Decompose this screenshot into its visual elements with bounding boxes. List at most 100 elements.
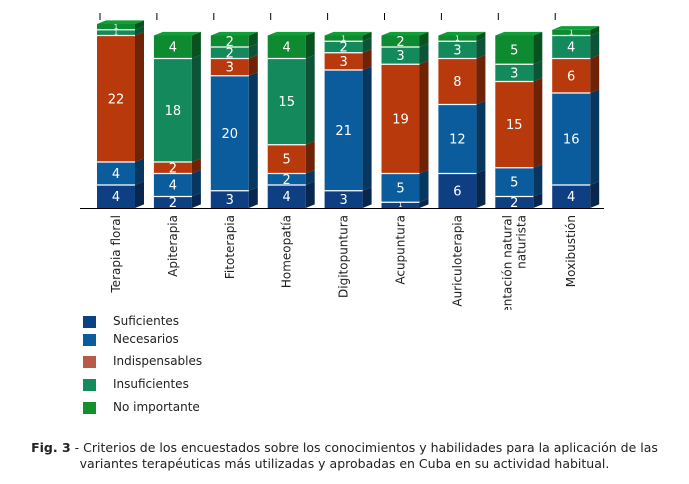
bar-segment-side [476,100,486,174]
bar-segment-side [362,187,372,208]
data-label: 21 [335,124,352,139]
category-label: Homeopatía [280,215,294,288]
data-label: 2 [226,46,234,61]
data-label: 4 [112,190,120,205]
data-label: 2 [226,35,234,50]
data-label: 4 [283,190,291,205]
bar-segment-side [362,31,372,42]
bar-segment [552,185,591,208]
bar-segment-side [533,164,543,197]
bar-segment [97,185,135,208]
bar-top-face [552,26,600,30]
data-label: 1 [455,34,459,42]
bar-segment [438,58,477,105]
category-label: Digitopuntura [337,215,351,298]
bar-top-face [324,31,372,36]
bar-segment-side [305,181,315,208]
bar-segment-side [362,66,372,191]
bar-segment [381,47,420,65]
bar-segment [381,64,420,174]
bar-segment-side [305,169,315,185]
category-label: Auriculoterapia [450,215,464,307]
bar-segment-side [419,198,429,208]
data-label: 19 [392,112,409,127]
bar-segment-side [362,37,372,53]
data-label: 3 [226,193,234,208]
category-label: Moxibustión [564,215,578,287]
legend-label: Necesarios [113,332,179,346]
bar-segment-side [419,60,429,174]
data-label: 3 [396,49,404,64]
bar-segment-side [305,31,315,59]
legend-swatch [83,334,96,346]
bar-segment-side [305,141,315,174]
bar-segment [495,64,534,82]
bar-segment [381,202,420,208]
bar-segment [267,185,306,208]
data-label: 5 [396,181,404,196]
data-label: 4 [567,190,575,205]
category-label: Acupuntura [394,215,408,285]
bar-segment-side [191,169,201,197]
bar-segment-side [135,20,144,30]
bar-segment-side [590,181,600,208]
data-label: 3 [226,61,234,76]
bar-segment-side [590,89,600,185]
data-label: 5 [510,43,518,58]
data-label: 6 [567,69,575,84]
bar-segment-side [305,54,315,145]
legend-label: Suficientes [113,314,180,328]
bar-segment-side [191,192,201,208]
bar-segment [552,58,591,93]
data-label: 2 [169,161,177,176]
bar-segment-side [248,187,258,208]
bar-segment [552,35,591,59]
bar-segment-side [590,31,600,59]
bar-top-face [153,31,201,36]
bar-segment [153,35,192,59]
bar-segment [153,173,192,197]
bar-segment [495,35,534,65]
legend-swatch [83,379,96,391]
bar-top-face [381,31,429,36]
bar-segment [153,196,192,208]
data-label: 2 [339,41,347,56]
bar-segment [267,58,306,145]
caption-text: - Criterios de los encuestados sobre los… [70,440,658,455]
bar-segment [324,41,363,53]
bar-segment [552,29,591,36]
bar-segment [381,173,420,203]
bar-segment-side [191,54,201,162]
legend-swatch [83,316,96,328]
bar-segment-side [135,31,144,163]
bar-segment [153,58,192,162]
data-label: 1 [398,201,402,209]
category-label: Terapia floral [109,215,123,294]
data-label: 22 [108,92,125,107]
bar-segment [324,52,363,70]
bar-segment-side [135,158,144,185]
data-label: 2 [283,173,291,188]
bar-segment [210,190,249,208]
bar-top-face [495,31,543,36]
legend-swatch [83,356,96,368]
bar-segment-side [533,60,543,82]
data-label: 6 [453,184,461,199]
data-label: 15 [506,118,523,133]
data-label: 3 [510,66,518,81]
bar-segment-side [476,31,486,42]
data-label: 3 [339,55,347,70]
bar-segment [210,58,249,76]
category-label: naturista [514,215,528,269]
bar-segment-side [476,37,486,59]
bar-segment [267,35,306,59]
bar-segment-side [590,26,600,36]
bar-segment [381,35,420,47]
data-label: 4 [169,179,177,194]
bar-segment-side [248,72,258,191]
data-label: 1 [569,29,573,37]
bar-segment [97,35,135,162]
bar-segment [267,144,306,174]
bar-segment-side [248,31,258,47]
data-label: 2 [396,35,404,50]
